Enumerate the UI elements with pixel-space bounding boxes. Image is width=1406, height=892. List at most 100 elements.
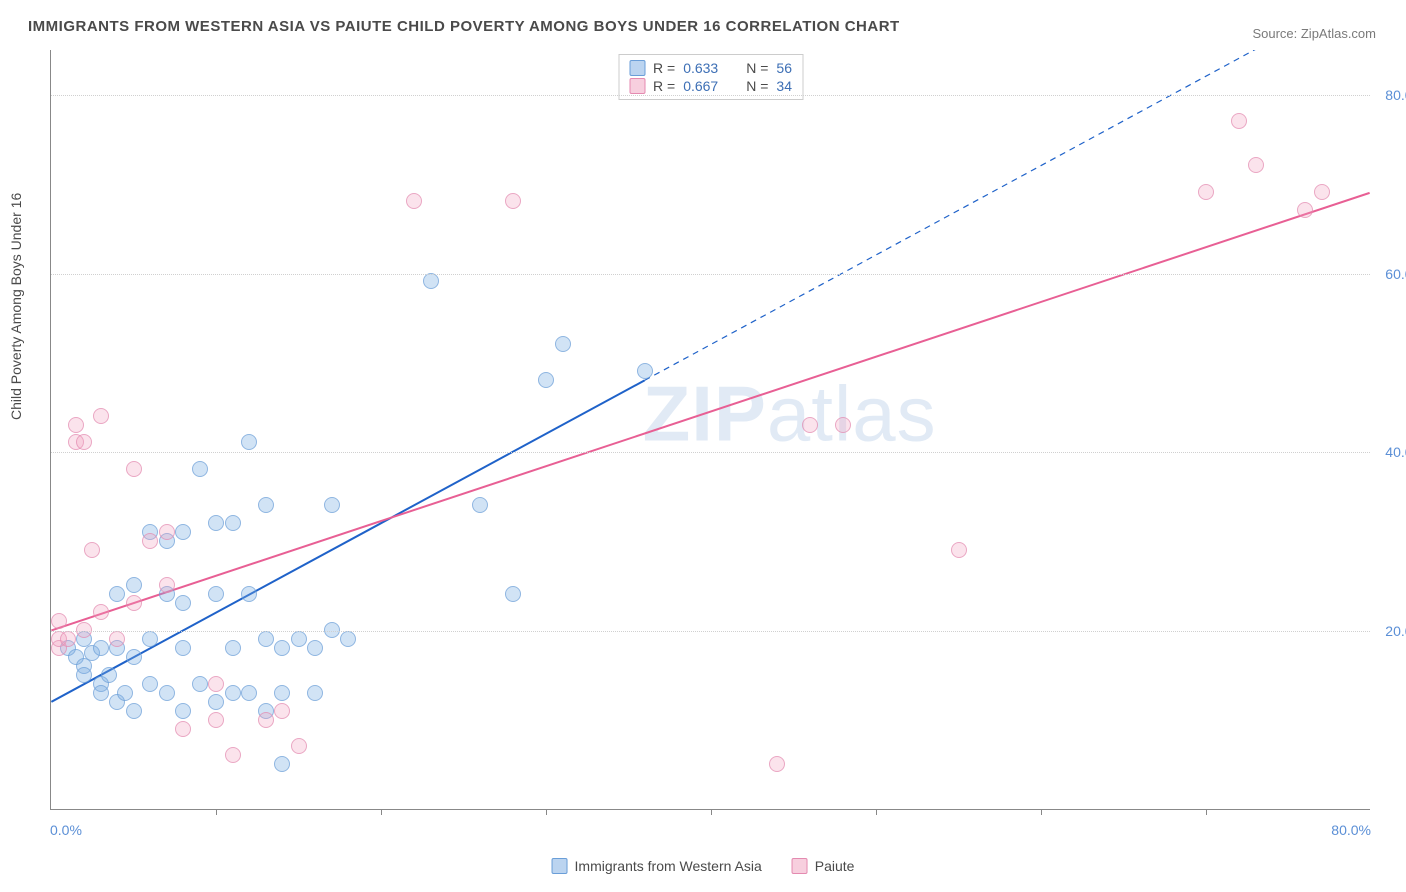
x-minor-tick bbox=[876, 809, 877, 815]
scatter-point bbox=[274, 685, 290, 701]
legend-swatch-pink bbox=[629, 78, 645, 94]
scatter-point bbox=[175, 640, 191, 656]
scatter-point bbox=[274, 640, 290, 656]
scatter-point bbox=[258, 497, 274, 513]
plot-area: ZIPatlas R = 0.633 N = 56 R = 0.667 N = … bbox=[50, 50, 1370, 810]
scatter-point bbox=[307, 685, 323, 701]
scatter-point bbox=[109, 631, 125, 647]
scatter-point bbox=[117, 685, 133, 701]
scatter-point bbox=[93, 640, 109, 656]
scatter-point bbox=[505, 586, 521, 602]
scatter-point bbox=[340, 631, 356, 647]
scatter-point bbox=[1248, 157, 1264, 173]
scatter-point bbox=[175, 524, 191, 540]
scatter-point bbox=[472, 497, 488, 513]
scatter-point bbox=[258, 712, 274, 728]
scatter-point bbox=[324, 497, 340, 513]
scatter-point bbox=[1198, 184, 1214, 200]
scatter-point bbox=[84, 542, 100, 558]
x-tick-min: 0.0% bbox=[50, 822, 82, 838]
scatter-point bbox=[76, 434, 92, 450]
scatter-point bbox=[406, 193, 422, 209]
x-tick-max: 80.0% bbox=[1331, 822, 1371, 838]
scatter-point bbox=[951, 542, 967, 558]
scatter-point bbox=[1297, 202, 1313, 218]
scatter-point bbox=[225, 640, 241, 656]
scatter-point bbox=[423, 273, 439, 289]
x-minor-tick bbox=[1206, 809, 1207, 815]
legend-swatch-blue bbox=[552, 858, 568, 874]
legend-swatch-blue bbox=[629, 60, 645, 76]
scatter-point bbox=[637, 363, 653, 379]
y-axis-label: Child Poverty Among Boys Under 16 bbox=[8, 193, 24, 420]
gridline bbox=[51, 274, 1370, 275]
scatter-point bbox=[274, 703, 290, 719]
scatter-point bbox=[142, 533, 158, 549]
scatter-point bbox=[307, 640, 323, 656]
scatter-point bbox=[274, 756, 290, 772]
x-minor-tick bbox=[711, 809, 712, 815]
scatter-point bbox=[175, 595, 191, 611]
scatter-point bbox=[126, 595, 142, 611]
scatter-point bbox=[109, 586, 125, 602]
scatter-point bbox=[208, 515, 224, 531]
n-value-pink: 34 bbox=[776, 78, 792, 94]
scatter-point bbox=[192, 461, 208, 477]
trend-line bbox=[51, 193, 1369, 631]
scatter-point bbox=[142, 676, 158, 692]
legend-item-pink: Paiute bbox=[792, 858, 855, 874]
legend-swatch-pink bbox=[792, 858, 808, 874]
scatter-point bbox=[126, 649, 142, 665]
scatter-point bbox=[505, 193, 521, 209]
legend-row-pink: R = 0.667 N = 34 bbox=[629, 77, 792, 95]
legend-label-pink: Paiute bbox=[815, 858, 855, 874]
scatter-point bbox=[225, 515, 241, 531]
r-label: R = bbox=[653, 78, 675, 94]
scatter-point bbox=[1314, 184, 1330, 200]
watermark-light: atlas bbox=[767, 370, 937, 458]
scatter-point bbox=[241, 434, 257, 450]
scatter-point bbox=[769, 756, 785, 772]
scatter-point bbox=[68, 417, 84, 433]
y-tick-label: 40.0% bbox=[1385, 444, 1406, 460]
scatter-point bbox=[208, 712, 224, 728]
watermark-bold: ZIP bbox=[643, 370, 767, 458]
source-attribution: Source: ZipAtlas.com bbox=[1252, 26, 1376, 41]
scatter-point bbox=[93, 408, 109, 424]
source-value: ZipAtlas.com bbox=[1301, 26, 1376, 41]
y-tick-label: 80.0% bbox=[1385, 87, 1406, 103]
scatter-point bbox=[93, 685, 109, 701]
gridline bbox=[51, 631, 1370, 632]
scatter-point bbox=[802, 417, 818, 433]
scatter-point bbox=[159, 577, 175, 593]
legend-series: Immigrants from Western Asia Paiute bbox=[552, 858, 855, 874]
scatter-point bbox=[241, 685, 257, 701]
scatter-point bbox=[76, 667, 92, 683]
gridline bbox=[51, 95, 1370, 96]
scatter-point bbox=[142, 631, 158, 647]
scatter-point bbox=[555, 336, 571, 352]
scatter-point bbox=[60, 631, 76, 647]
scatter-point bbox=[1231, 113, 1247, 129]
scatter-point bbox=[175, 703, 191, 719]
scatter-point bbox=[101, 667, 117, 683]
y-tick-label: 60.0% bbox=[1385, 266, 1406, 282]
scatter-point bbox=[225, 685, 241, 701]
x-minor-tick bbox=[216, 809, 217, 815]
scatter-point bbox=[835, 417, 851, 433]
scatter-point bbox=[126, 703, 142, 719]
scatter-point bbox=[159, 685, 175, 701]
x-minor-tick bbox=[381, 809, 382, 815]
n-label: N = bbox=[746, 60, 768, 76]
r-value-blue: 0.633 bbox=[683, 60, 718, 76]
scatter-point bbox=[208, 586, 224, 602]
scatter-point bbox=[208, 676, 224, 692]
x-minor-tick bbox=[1041, 809, 1042, 815]
scatter-point bbox=[126, 577, 142, 593]
scatter-point bbox=[258, 631, 274, 647]
x-minor-tick bbox=[546, 809, 547, 815]
source-label: Source: bbox=[1252, 26, 1300, 41]
legend-row-blue: R = 0.633 N = 56 bbox=[629, 59, 792, 77]
scatter-point bbox=[192, 676, 208, 692]
scatter-point bbox=[93, 604, 109, 620]
